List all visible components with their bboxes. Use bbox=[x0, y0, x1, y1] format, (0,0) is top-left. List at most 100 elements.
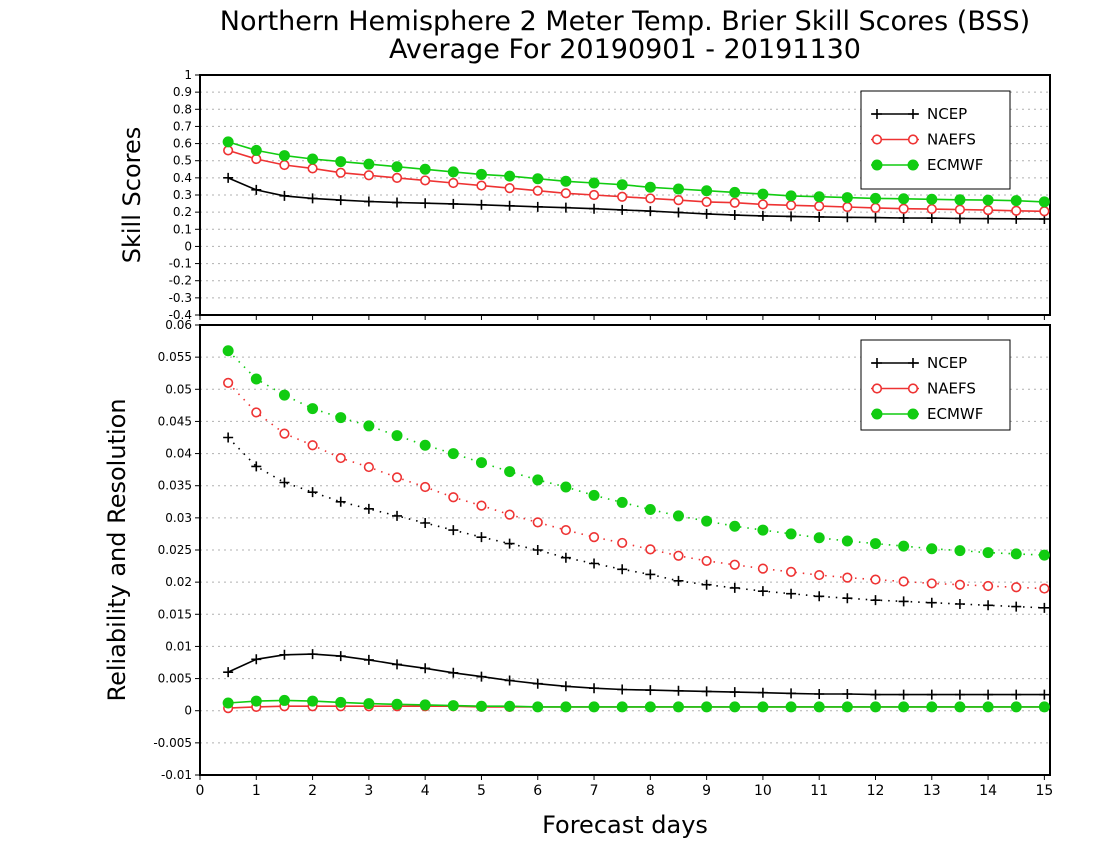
data-point bbox=[532, 201, 543, 212]
data-point bbox=[645, 206, 656, 217]
data-point bbox=[870, 595, 881, 606]
y-tick-label: 0.015 bbox=[158, 607, 192, 621]
data-point bbox=[392, 197, 403, 208]
data-point bbox=[588, 532, 600, 543]
x-tick-label: 2 bbox=[308, 783, 317, 799]
data-point bbox=[560, 481, 572, 493]
series-line bbox=[227, 436, 1045, 609]
legend-label-naefs: NAEFS bbox=[927, 380, 976, 398]
data-point bbox=[898, 701, 910, 713]
data-point bbox=[982, 547, 994, 559]
data-point bbox=[476, 180, 487, 191]
data-point bbox=[898, 203, 909, 214]
y-tick-label: 0.1 bbox=[173, 222, 192, 236]
data-point bbox=[1039, 583, 1050, 594]
legend-marker bbox=[872, 109, 882, 119]
data-point bbox=[335, 195, 346, 206]
data-point bbox=[363, 698, 375, 710]
data-point bbox=[1038, 701, 1050, 713]
y-tick-label: 0 bbox=[184, 704, 192, 718]
data-point bbox=[617, 684, 628, 695]
data-point bbox=[560, 681, 571, 692]
data-point bbox=[307, 695, 319, 707]
data-point bbox=[814, 689, 825, 699]
data-point bbox=[420, 481, 431, 493]
data-point bbox=[617, 204, 628, 215]
y-tick-label: 0.025 bbox=[158, 543, 192, 557]
data-point bbox=[589, 683, 600, 694]
data-point bbox=[672, 510, 684, 522]
data-point bbox=[982, 194, 994, 206]
data-point bbox=[898, 596, 909, 607]
data-point bbox=[532, 678, 543, 689]
data-point bbox=[419, 439, 431, 451]
y-tick-label: 0.6 bbox=[173, 137, 192, 151]
data-point bbox=[307, 153, 319, 165]
data-point bbox=[729, 582, 740, 593]
x-tick-label: 5 bbox=[477, 783, 486, 799]
data-point bbox=[982, 204, 994, 216]
data-point bbox=[870, 212, 881, 223]
data-point bbox=[701, 555, 712, 567]
series-ncep-resolution bbox=[223, 432, 1050, 613]
data-point bbox=[842, 201, 853, 213]
data-point bbox=[870, 689, 881, 700]
legend-marker bbox=[872, 358, 882, 368]
x-tick-label: 13 bbox=[923, 783, 941, 799]
x-tick-label: 7 bbox=[590, 783, 599, 799]
data-point bbox=[898, 212, 909, 223]
data-point bbox=[335, 696, 347, 708]
y-tick-label: 0.05 bbox=[165, 382, 192, 396]
data-point bbox=[1011, 601, 1022, 612]
data-point bbox=[644, 701, 656, 713]
data-point bbox=[954, 689, 965, 700]
data-point bbox=[335, 156, 347, 168]
legend-marker bbox=[871, 408, 883, 420]
data-point bbox=[475, 457, 487, 469]
data-point bbox=[898, 193, 910, 205]
data-point bbox=[869, 701, 881, 713]
data-point bbox=[532, 185, 543, 196]
data-point bbox=[250, 695, 262, 707]
data-point bbox=[729, 559, 740, 570]
data-point bbox=[279, 649, 290, 660]
data-point bbox=[841, 701, 853, 713]
data-point bbox=[419, 699, 431, 711]
y-tick-label: 0.7 bbox=[173, 119, 192, 133]
series-line bbox=[227, 653, 1045, 696]
data-point bbox=[701, 196, 712, 207]
data-point bbox=[279, 477, 290, 488]
data-point bbox=[560, 552, 571, 563]
legend-box bbox=[860, 339, 1011, 431]
legend-marker bbox=[871, 159, 883, 171]
data-point bbox=[729, 520, 741, 532]
data-point bbox=[307, 649, 318, 660]
data-point bbox=[869, 192, 881, 204]
data-point bbox=[757, 687, 768, 698]
data-point bbox=[335, 412, 347, 424]
x-tick-label: 0 bbox=[196, 783, 205, 799]
data-point bbox=[363, 654, 374, 665]
data-point bbox=[363, 158, 375, 170]
data-point bbox=[279, 159, 290, 171]
y-tick-label: -0.01 bbox=[161, 768, 192, 782]
data-point bbox=[392, 510, 403, 521]
reliability-resolution-panel: -0.01 -0.005 0 0.005 0.01 0.015 0.02 0.025 0.03 0… bbox=[153, 318, 1053, 799]
data-point bbox=[560, 524, 571, 536]
data-point bbox=[420, 175, 431, 186]
data-point bbox=[926, 193, 938, 205]
data-point bbox=[504, 466, 516, 478]
legend: NCEP NAEFS ECMWF bbox=[860, 339, 1011, 431]
data-point bbox=[420, 198, 431, 209]
data-point bbox=[391, 172, 403, 183]
data-point bbox=[617, 537, 628, 549]
data-point bbox=[251, 184, 262, 195]
y-tick-label: -0.3 bbox=[169, 291, 192, 305]
data-point bbox=[673, 207, 684, 218]
data-point bbox=[560, 175, 572, 187]
data-point bbox=[250, 373, 262, 385]
data-point bbox=[448, 492, 459, 503]
data-point bbox=[588, 189, 600, 201]
data-point bbox=[1010, 701, 1022, 713]
data-point bbox=[814, 591, 825, 602]
